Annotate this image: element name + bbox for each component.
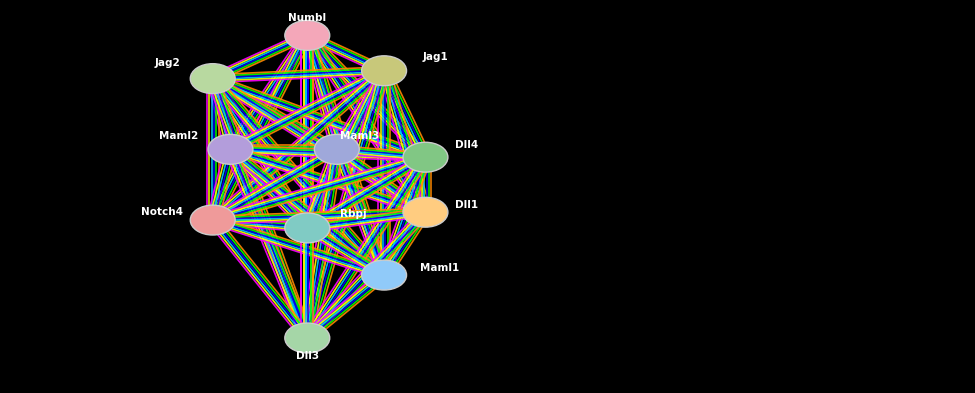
- Text: Notch4: Notch4: [141, 207, 183, 217]
- Circle shape: [285, 213, 330, 243]
- Circle shape: [403, 142, 448, 172]
- Text: Rbpj: Rbpj: [339, 209, 367, 219]
- Circle shape: [362, 260, 407, 290]
- Text: Maml1: Maml1: [419, 263, 459, 273]
- Circle shape: [403, 197, 448, 227]
- Circle shape: [362, 56, 407, 86]
- Text: Jag2: Jag2: [154, 58, 180, 68]
- Circle shape: [190, 64, 235, 94]
- Text: Numbl: Numbl: [289, 13, 327, 23]
- Text: Dll1: Dll1: [455, 200, 478, 210]
- Text: Dll4: Dll4: [455, 140, 479, 151]
- Text: Maml3: Maml3: [339, 130, 379, 141]
- Text: Maml2: Maml2: [159, 130, 198, 141]
- Circle shape: [208, 134, 253, 164]
- Circle shape: [190, 205, 235, 235]
- Text: Jag1: Jag1: [422, 52, 449, 62]
- Text: Dll3: Dll3: [295, 351, 319, 361]
- Circle shape: [285, 323, 330, 353]
- Circle shape: [285, 20, 330, 50]
- Circle shape: [314, 134, 359, 164]
